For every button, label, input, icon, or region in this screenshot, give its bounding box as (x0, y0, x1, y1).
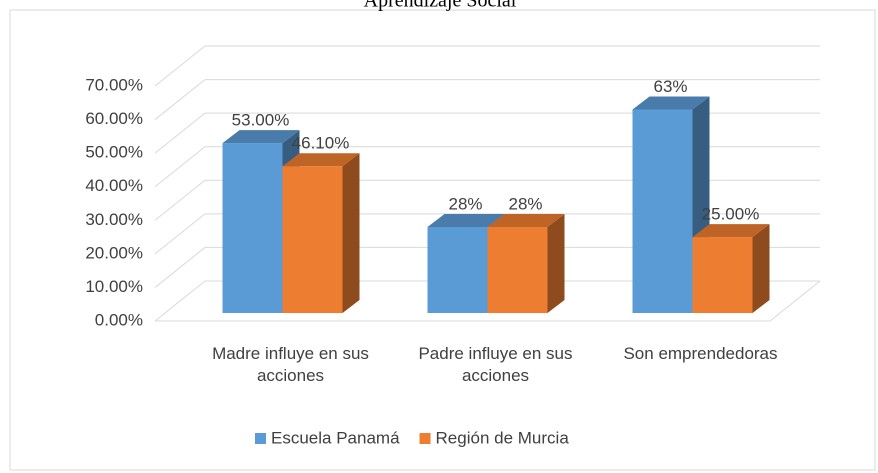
bar-side (547, 214, 565, 313)
x-tick-label: Madre influye en sus acciones (212, 344, 369, 385)
grid-line (154, 79, 820, 120)
grid-line (154, 246, 820, 288)
bar (282, 166, 343, 313)
bar-top (692, 224, 770, 238)
data-label: 25.00% (702, 205, 760, 224)
data-label: 53.00% (232, 111, 290, 130)
bar-top (427, 214, 505, 227)
grid-line (154, 45, 820, 87)
data-label: 28% (448, 194, 482, 213)
bar-side (752, 224, 770, 313)
grid-line (154, 213, 820, 255)
floor-line (155, 280, 821, 322)
bar-top (222, 130, 300, 144)
chart-title: Aprendizaje Social (364, 0, 517, 12)
grid-line (154, 179, 820, 221)
y-tick-label: 10.00% (85, 277, 143, 296)
grid-line (154, 146, 820, 188)
legend-swatch (255, 433, 266, 444)
data-label: 28% (508, 194, 542, 213)
bar (692, 237, 753, 313)
y-tick-label: 0.00% (95, 310, 143, 329)
bar (427, 227, 488, 313)
chart-border (9, 9, 876, 471)
legend-label: Escuela Panamá (271, 428, 400, 447)
x-tick-label: Padre influye en sus acciones (418, 344, 573, 385)
grid-line (154, 112, 820, 154)
bar-top (632, 96, 710, 110)
y-tick-label: 60.00% (85, 109, 143, 128)
data-label: 63% (653, 77, 687, 96)
y-tick-label: 70.00% (85, 75, 143, 94)
legend-swatch (419, 433, 431, 444)
bar-side (342, 153, 360, 313)
y-tick-label: 40.00% (85, 176, 143, 195)
y-tick-label: 50.00% (85, 143, 143, 162)
y-tick-label: 30.00% (85, 210, 143, 229)
data-label: 46.10% (292, 134, 350, 153)
y-tick-label: 20.00% (85, 243, 143, 262)
grid-line (154, 280, 820, 322)
bar-top (282, 153, 360, 167)
bar-top (487, 214, 565, 227)
bar (222, 143, 283, 313)
bar (632, 109, 693, 313)
bar (487, 227, 548, 313)
x-tick-label: Son emprendedoras (623, 344, 778, 363)
legend-label: Región de Murcia (436, 428, 570, 447)
